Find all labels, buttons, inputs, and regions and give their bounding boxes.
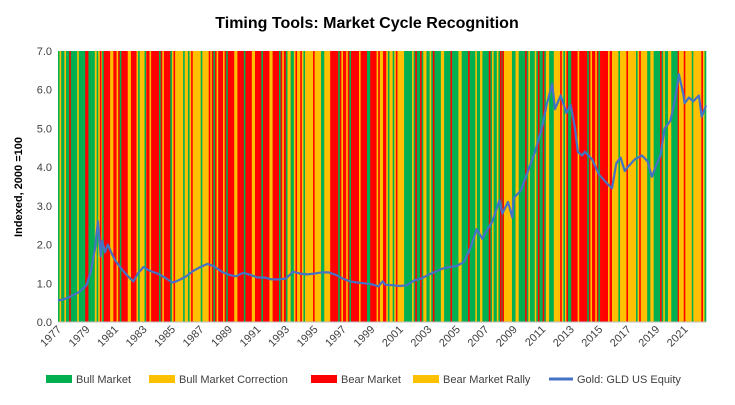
x-tick-label: 2011 [523,324,548,349]
y-tick-label: 2.0 [37,240,52,252]
y-tick-label: 6.0 [37,85,52,97]
y-tick-label: 1.0 [37,278,52,290]
x-tick-label: 1987 [181,324,207,350]
legend-box-swatch [311,375,337,383]
regime-band [475,51,482,322]
regime-band [146,51,172,322]
x-tick-label: 1981 [95,324,121,350]
x-tick-label: 2019 [637,324,663,350]
legend-label: Bull Market Correction [179,374,288,386]
x-tick-label: 2009 [494,324,520,350]
y-axis-ticks: 0.0 1.0 2.0 3.0 4.0 5.0 6.0 7.0 [37,46,52,329]
x-tick-label: 1995 [295,324,321,350]
x-tick-label: 1993 [266,324,292,350]
regime-band [58,51,95,322]
x-tick-label: 2003 [409,324,435,350]
regime-band [102,51,135,322]
regime-band [512,51,552,322]
x-tick-label: 1989 [209,324,235,350]
regime-band [212,51,286,322]
regime-band [502,51,512,322]
x-tick-label: 1985 [152,324,178,350]
x-tick-label: 2013 [551,324,577,350]
chart-title: Timing Tools: Market Cycle Recognition [215,15,518,32]
x-tick-label: 1991 [238,324,264,350]
y-axis-label: Indexed, 2000 =100 [13,137,25,237]
x-tick-label: 2001 [380,324,406,350]
legend-item: Bear Market Rally [413,374,531,386]
legend-label: Gold: GLD US Equity [577,374,681,386]
x-tick-label: 1983 [124,324,150,350]
x-tick-label: 2021 [665,324,691,350]
y-tick-label: 4.0 [37,162,52,174]
y-tick-label: 0.0 [37,317,52,329]
regime-band [286,51,329,322]
x-tick-label: 1999 [352,324,378,350]
regime-band [95,51,102,322]
x-tick-label: 2015 [580,324,606,350]
regime-band [612,51,651,322]
x-tick-label: 2017 [608,324,634,350]
regime-stripe [705,51,707,322]
regime-band [566,51,612,322]
regime-band [482,51,502,322]
y-tick-label: 7.0 [37,46,52,58]
legend-item: Bear Market [311,374,401,386]
legend-label: Bear Market Rally [443,374,531,386]
legend-label: Bear Market [341,374,401,386]
regime-band [135,51,147,322]
legend-item: Bull Market Correction [149,374,288,386]
x-tick-label: 2005 [437,324,463,350]
legend-box-swatch [149,375,175,383]
legend: Bull Market Bull Market Correction Bear Ma… [46,374,681,386]
y-tick-label: 5.0 [37,123,52,135]
x-tick-label: 1979 [67,324,93,350]
y-tick-label: 3.0 [37,201,52,213]
legend-box-swatch [46,375,72,383]
legend-item: Gold: GLD US Equity [549,374,681,386]
legend-label: Bull Market [76,374,131,386]
x-tick-label: 2007 [466,324,492,350]
regime-band [650,51,679,322]
legend-box-swatch [413,375,439,383]
legend-item: Bull Market [46,374,131,386]
x-tick-label: 1997 [323,324,349,350]
regime-band [552,51,567,322]
